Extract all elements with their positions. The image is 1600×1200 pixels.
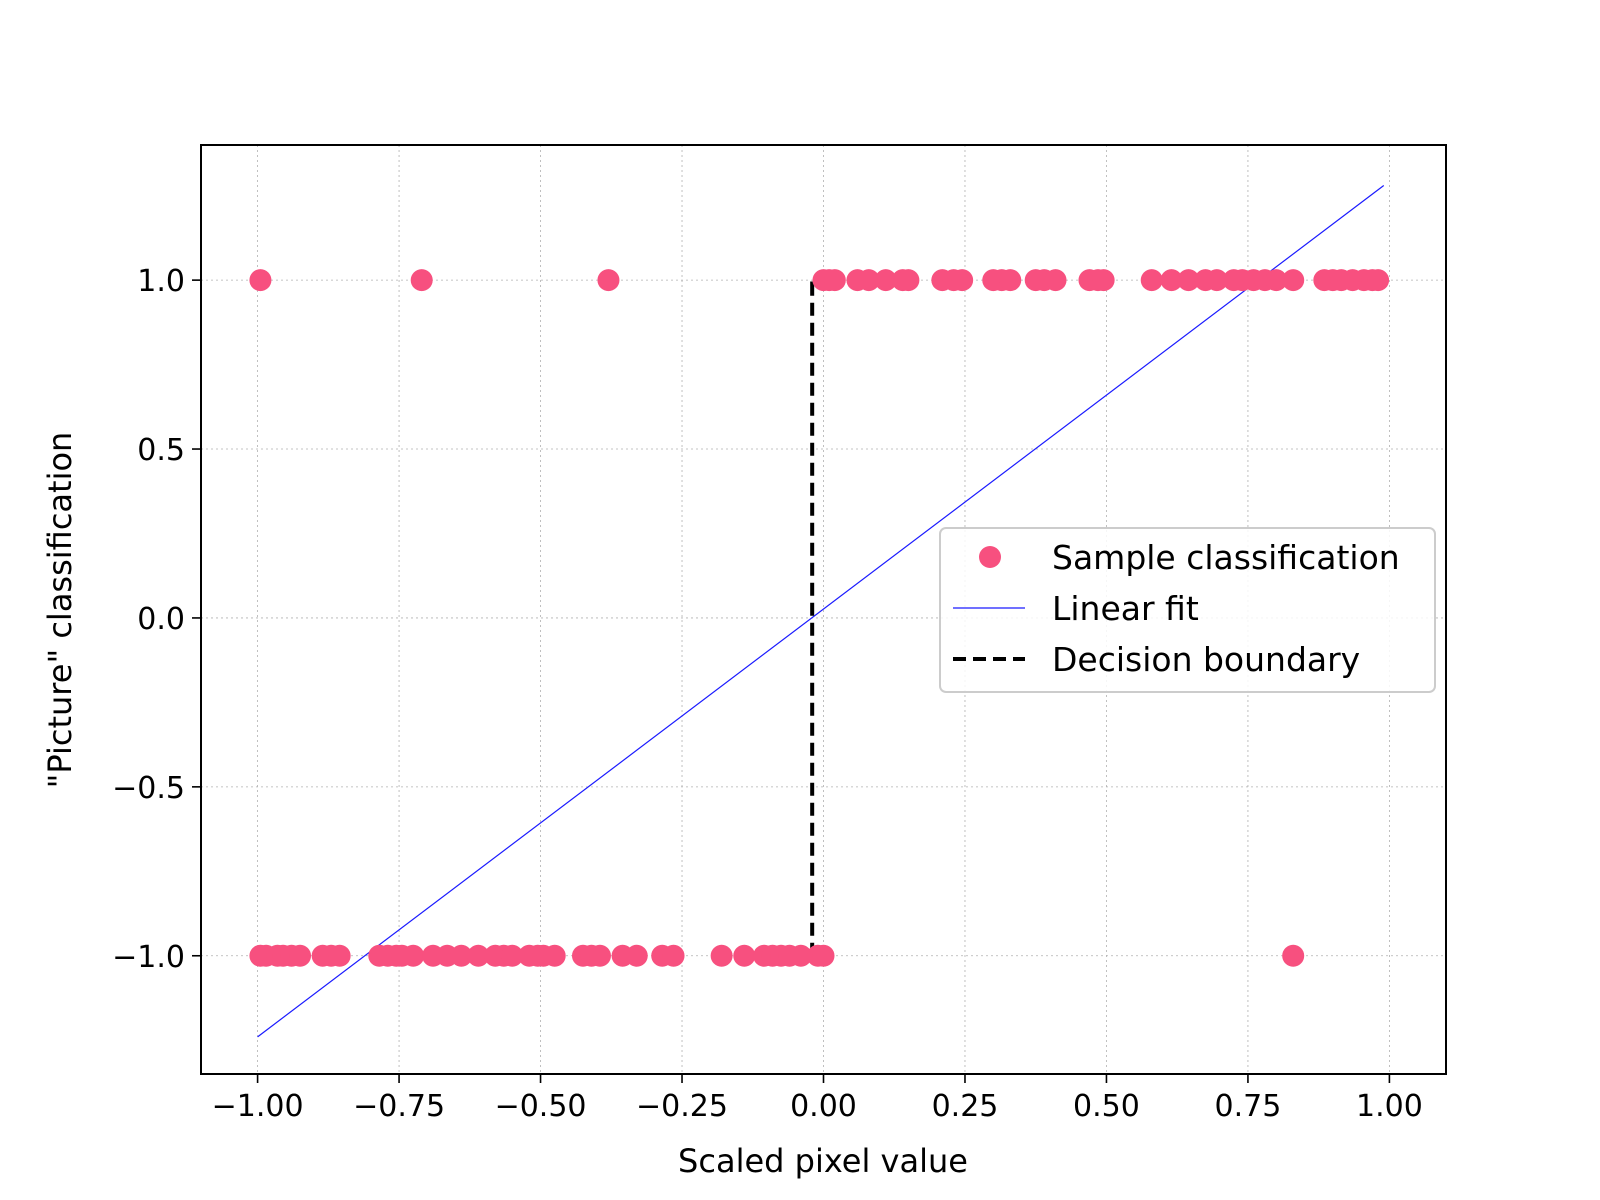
sample-point	[857, 269, 880, 292]
x-tick-label: −0.75	[353, 1089, 445, 1124]
sample-point	[789, 944, 812, 967]
x-tick-label: 0.50	[1073, 1089, 1140, 1124]
linear-fit-line	[257, 185, 1385, 1038]
legend-box	[939, 527, 1436, 693]
sample-point	[874, 269, 897, 292]
x-tick-label: 0.25	[932, 1089, 999, 1124]
sample-point	[1282, 269, 1305, 292]
sample-point	[662, 944, 685, 967]
sample-point	[812, 944, 835, 967]
sample-point	[289, 944, 312, 967]
x-tick-label: 0.00	[790, 1089, 857, 1124]
sample-point	[1367, 269, 1390, 292]
legend-label: Decision boundary	[1052, 640, 1360, 679]
axis-ticks: −1.00 −0.75 −0.50 −0.25 0.00 0.25 0.50 0.75 1.00…	[112, 264, 1423, 1124]
sample-point	[823, 269, 846, 292]
y-axis-label: "Picture" classification	[41, 432, 79, 789]
x-tick-label: 1.00	[1356, 1089, 1423, 1124]
sample-point	[1282, 944, 1305, 967]
sample-point	[249, 269, 272, 292]
sample-point	[1177, 269, 1200, 292]
sample-point	[1205, 269, 1228, 292]
sample-point	[999, 269, 1022, 292]
x-tick-label: −1.00	[212, 1089, 304, 1124]
sample-point	[467, 944, 490, 967]
x-tick-label: 0.75	[1215, 1089, 1282, 1124]
sample-point	[1160, 269, 1183, 292]
sample-point	[410, 269, 433, 292]
sample-point	[733, 944, 756, 967]
legend-label: Sample classification	[1052, 538, 1400, 577]
legend-marker-samples	[979, 546, 1001, 568]
y-tick-label: 1.0	[137, 264, 185, 299]
sample-point	[501, 944, 524, 967]
x-axis-label: Scaled pixel value	[678, 1142, 968, 1180]
sample-point	[1092, 269, 1115, 292]
legend-label: Linear fit	[1052, 589, 1199, 628]
sample-point	[328, 944, 351, 967]
sample-point	[1044, 269, 1067, 292]
x-tick-label: −0.25	[636, 1089, 728, 1124]
decision-boundary-line	[810, 281, 824, 956]
legend: Sample classification Linear fit Decision …	[939, 527, 1436, 693]
sample-point	[897, 269, 920, 292]
sample-point	[597, 269, 620, 292]
y-tick-label: −0.5	[112, 771, 185, 806]
plot-data	[249, 185, 1390, 1038]
y-tick-label: −1.0	[112, 940, 185, 975]
sample-point	[450, 944, 473, 967]
sample-point	[625, 944, 648, 967]
sample-point	[588, 944, 611, 967]
y-tick-label: 0.5	[137, 433, 185, 468]
x-tick-label: −0.50	[495, 1089, 587, 1124]
sample-point	[710, 944, 733, 967]
sample-point	[402, 944, 425, 967]
sample-point	[951, 269, 974, 292]
sample-point	[543, 944, 566, 967]
y-tick-label: 0.0	[137, 602, 185, 637]
sample-point	[1265, 269, 1288, 292]
sample-point	[1140, 269, 1163, 292]
